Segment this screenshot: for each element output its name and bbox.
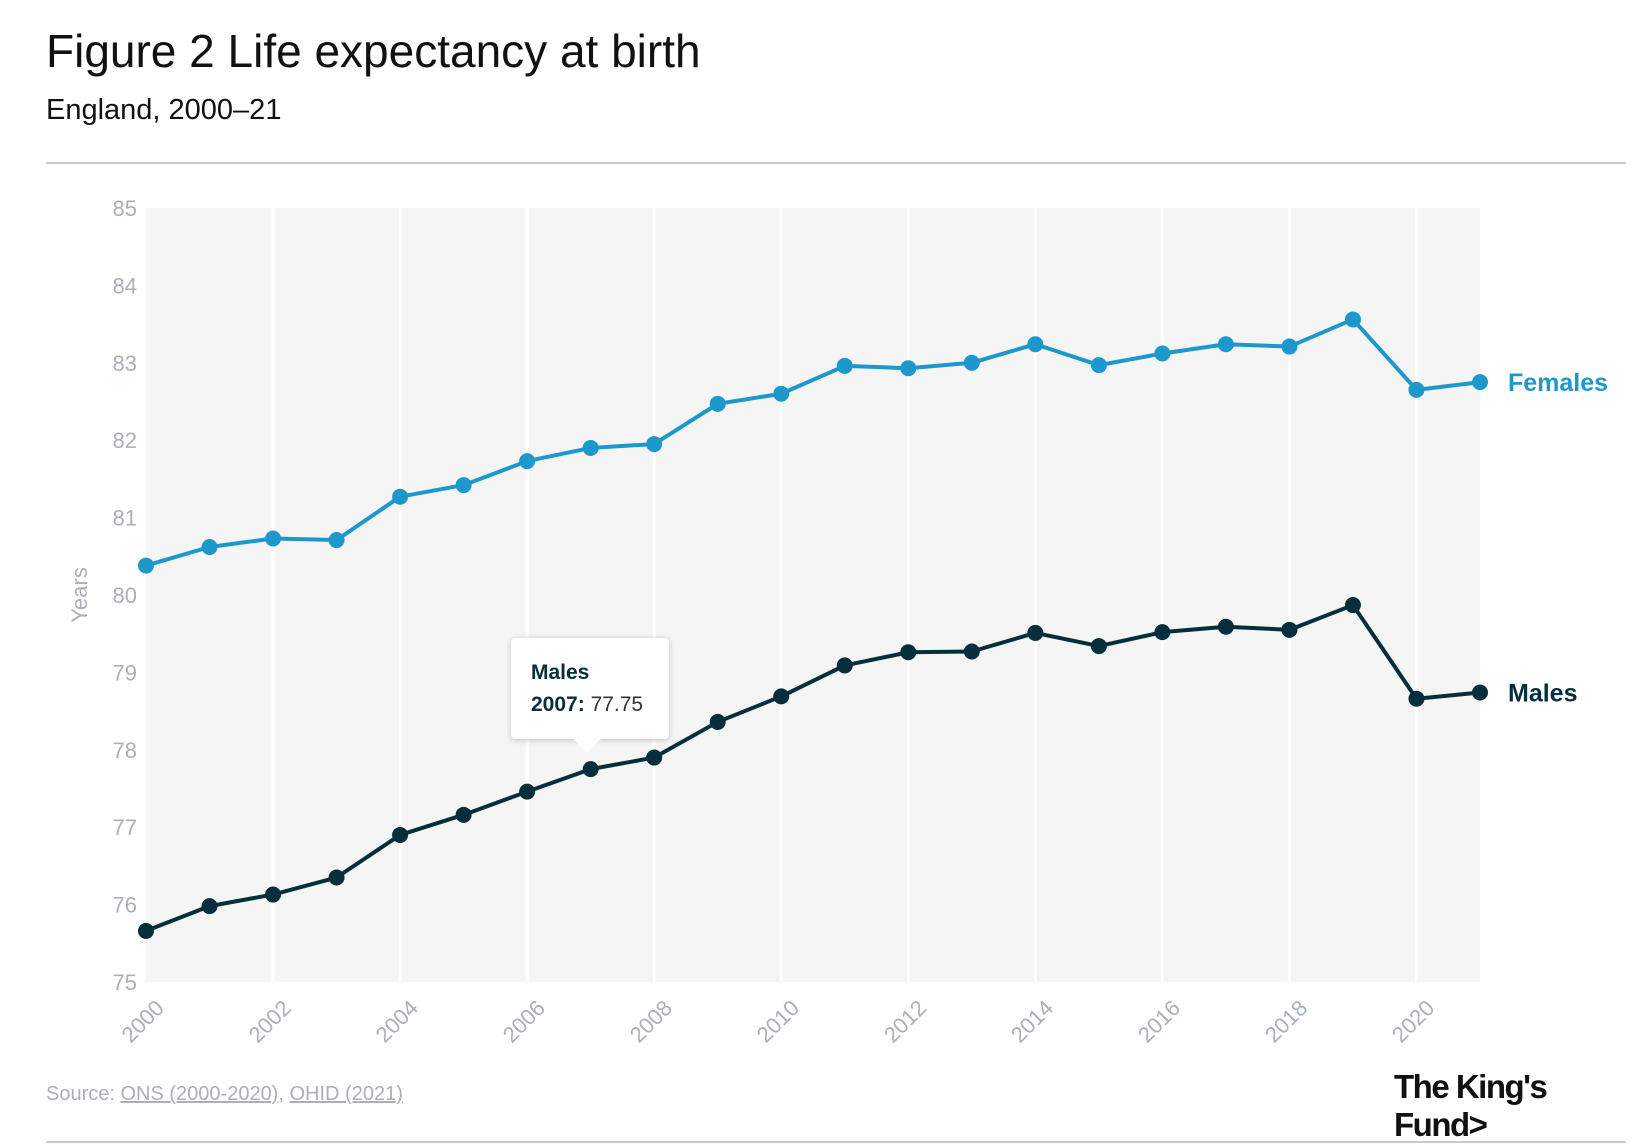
- data-point-males[interactable]: [1217, 618, 1234, 635]
- data-point-males[interactable]: [455, 806, 472, 823]
- data-point-females[interactable]: [519, 453, 536, 470]
- y-tick-label: 78: [113, 738, 137, 763]
- y-tick-label: 75: [113, 970, 137, 995]
- source-separator: ,: [278, 1083, 290, 1105]
- x-tick-label: 2008: [625, 995, 677, 1047]
- series-line-males: [145, 603, 1481, 933]
- y-axis-ticks: 75 76 77 78 79 80 81 82 83 84 85: [113, 196, 137, 995]
- data-point-males[interactable]: [328, 869, 345, 886]
- data-point-males[interactable]: [1090, 638, 1107, 655]
- x-tick-label: 2002: [244, 995, 296, 1047]
- data-point-males[interactable]: [709, 713, 726, 730]
- series-line-females: [145, 317, 1481, 568]
- y-tick-label: 76: [113, 893, 137, 918]
- source-link-ohid[interactable]: OHID (2021): [289, 1083, 403, 1105]
- data-point-females[interactable]: [709, 395, 726, 412]
- data-point-males[interactable]: [1281, 621, 1298, 638]
- tooltip-series-name: Males: [531, 661, 590, 684]
- data-point-males[interactable]: [1408, 690, 1425, 707]
- tooltip-value-line: 2007: 77.75: [531, 693, 669, 717]
- series-labels: Females Males: [1508, 369, 1608, 707]
- data-point-males[interactable]: [773, 688, 790, 705]
- data-point-females[interactable]: [1154, 345, 1171, 362]
- data-point-females[interactable]: [773, 385, 790, 402]
- data-point-males[interactable]: [836, 657, 853, 674]
- data-point-females[interactable]: [1472, 374, 1488, 391]
- plot-area: [146, 208, 1480, 982]
- data-point-males[interactable]: [963, 643, 980, 660]
- data-point-females[interactable]: [201, 539, 218, 556]
- tooltip-value: 77.75: [590, 693, 644, 716]
- y-tick-label: 80: [113, 583, 137, 608]
- y-axis-title: Years: [67, 567, 92, 622]
- data-point-females[interactable]: [1281, 338, 1298, 355]
- data-point-males[interactable]: [138, 922, 154, 939]
- chart-subtitle: England, 2000–21: [46, 94, 282, 126]
- data-point-males[interactable]: [646, 749, 663, 766]
- data-point-females[interactable]: [1344, 311, 1361, 328]
- data-point-females[interactable]: [900, 360, 917, 377]
- data-point-males[interactable]: [519, 783, 536, 800]
- data-point-females[interactable]: [582, 439, 599, 456]
- x-tick-label: 2006: [498, 995, 550, 1047]
- y-tick-label: 81: [113, 506, 137, 531]
- data-point-females[interactable]: [1027, 336, 1044, 353]
- y-tick-label: 85: [113, 196, 137, 221]
- data-tooltip: Males 2007: 77.75: [511, 638, 669, 753]
- data-point-females[interactable]: [646, 436, 663, 453]
- x-tick-label: 2016: [1133, 995, 1185, 1047]
- data-point-females[interactable]: [138, 557, 154, 574]
- data-point-females[interactable]: [1090, 357, 1107, 374]
- x-tick-label: 2012: [879, 995, 931, 1047]
- data-point-males[interactable]: [1154, 624, 1171, 641]
- x-tick-label: 2020: [1387, 995, 1439, 1047]
- y-tick-label: 77: [113, 815, 137, 840]
- data-point-females[interactable]: [265, 530, 282, 547]
- header-divider: [46, 162, 1626, 164]
- data-point-males[interactable]: [1027, 624, 1044, 641]
- data-point-males[interactable]: [201, 898, 218, 915]
- data-point-females[interactable]: [836, 357, 853, 374]
- series-group: [138, 311, 1488, 939]
- series-label-males: Males: [1508, 680, 1577, 708]
- source-link-ons[interactable]: ONS (2000-2020): [120, 1083, 279, 1105]
- x-tick-label: 2000: [117, 995, 169, 1047]
- y-tick-label: 79: [113, 660, 137, 685]
- data-point-females[interactable]: [1217, 336, 1234, 353]
- kings-fund-logo[interactable]: The King's Fund>: [1394, 1068, 1548, 1143]
- x-axis-ticks: 2000 2002 2004 2006 2008 2010 2012 2014 2016 2018…: [117, 995, 1440, 1047]
- x-tick-label: 2014: [1006, 995, 1058, 1047]
- y-tick-label: 82: [113, 428, 137, 453]
- data-point-males[interactable]: [392, 826, 409, 843]
- data-point-females[interactable]: [392, 488, 409, 505]
- data-point-males[interactable]: [265, 886, 282, 903]
- data-point-females[interactable]: [1408, 381, 1425, 398]
- data-point-males[interactable]: [582, 761, 599, 778]
- source-prefix: Source:: [46, 1083, 121, 1105]
- chart-title: Figure 2 Life expectancy at birth: [46, 25, 701, 77]
- data-point-males[interactable]: [900, 644, 917, 661]
- data-point-females[interactable]: [455, 477, 472, 494]
- y-tick-label: 83: [113, 351, 137, 376]
- data-point-males[interactable]: [1472, 684, 1488, 701]
- data-point-females[interactable]: [963, 354, 980, 371]
- x-tick-label: 2010: [752, 995, 804, 1047]
- data-point-females[interactable]: [328, 532, 345, 549]
- footer-divider: [46, 1141, 1626, 1143]
- y-tick-label: 84: [113, 273, 137, 298]
- data-point-males[interactable]: [1344, 597, 1361, 614]
- source-note: Source: ONS (2000-2020), OHID (2021): [46, 1083, 403, 1106]
- x-tick-label: 2004: [371, 995, 423, 1047]
- x-tick-label: 2018: [1260, 995, 1312, 1047]
- series-label-females: Females: [1508, 369, 1608, 397]
- tooltip-year: 2007:: [531, 693, 585, 716]
